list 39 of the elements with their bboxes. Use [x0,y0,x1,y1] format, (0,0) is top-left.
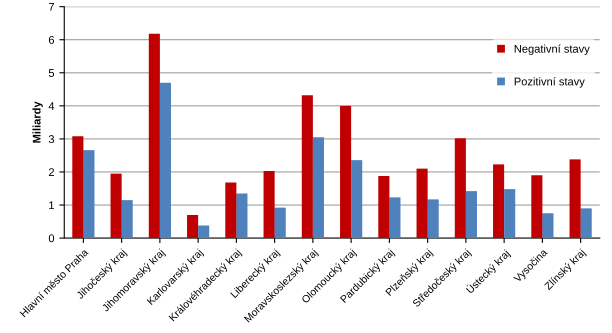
bar [531,175,542,238]
bar [504,189,516,238]
bar [236,193,248,238]
bar [542,213,554,238]
bar [187,214,198,238]
bar [454,138,466,238]
legend-label: Pozitivní stavy [514,77,585,88]
y-tick-label: 6 [48,36,54,44]
y-tick-label: 0 [48,234,54,242]
bar [122,200,133,238]
bar [110,174,122,238]
bar [225,182,236,238]
bar [570,159,581,238]
bar [466,191,477,238]
legend-label: Negativní stavy [514,44,590,55]
y-tick-label: 5 [48,69,54,77]
y-tick-label: 4 [48,102,54,110]
bar [83,150,94,238]
bar [378,176,390,238]
bar [274,208,286,238]
bar [312,137,324,238]
bar [198,226,210,238]
bar [148,34,160,238]
bar [72,136,84,238]
bar [389,197,400,238]
y-tick-label: 3 [48,135,54,144]
bar [351,160,362,238]
y-tick-label: 2 [48,168,54,176]
bar [264,170,275,238]
bar [493,164,504,238]
bar [416,168,428,238]
bar [428,199,439,238]
y-tick-label: 7 [48,3,54,11]
y-axis-title: Miliardy [32,101,43,143]
bar [340,106,352,238]
bar [160,82,171,238]
bar [580,208,592,238]
bar [302,95,313,238]
y-tick-label: 1 [49,201,54,210]
